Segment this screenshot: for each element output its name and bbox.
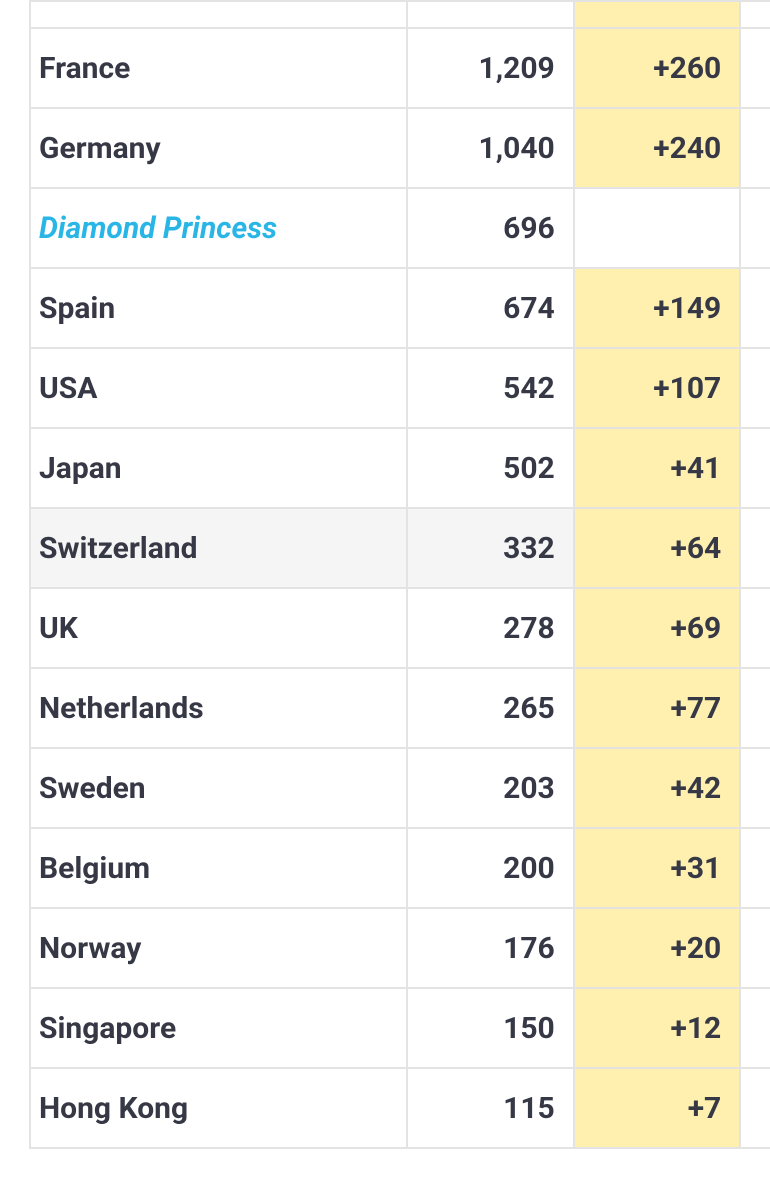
table-row: Netherlands 265 +77 <box>28 667 770 749</box>
extra-cell <box>739 907 770 989</box>
total-cases: 332 <box>406 507 575 589</box>
extra-cell <box>739 587 770 669</box>
extra-cell <box>739 0 770 29</box>
extra-cell <box>739 27 770 109</box>
extra-cell <box>739 267 770 349</box>
country-name: Germany <box>28 107 409 189</box>
total-cases: 542 <box>406 347 575 429</box>
country-name: Belgium <box>28 827 409 909</box>
total-cases: 1,209 <box>406 27 575 109</box>
country-name: USA <box>28 347 409 429</box>
table-row: Norway 176 +20 <box>28 907 770 989</box>
total-cases: 203 <box>406 747 575 829</box>
new-cases: +77 <box>572 667 742 749</box>
extra-cell <box>739 347 770 429</box>
new-cases: +260 <box>572 27 742 109</box>
total-cases: 696 <box>406 187 575 269</box>
new-cases-cell <box>572 0 742 29</box>
total-cases: 115 <box>406 1067 575 1149</box>
total-cases-cell <box>406 0 575 29</box>
table-row: Diamond Princess 696 <box>28 187 770 269</box>
new-cases: +107 <box>572 347 742 429</box>
new-cases <box>572 187 742 269</box>
table-row: France 1,209 +260 <box>28 27 770 109</box>
cases-table: France 1,209 +260 Germany 1,040 +240 Dia… <box>28 0 770 1149</box>
country-name: UK <box>28 587 409 669</box>
total-cases: 1,040 <box>406 107 575 189</box>
table-row-partial <box>28 0 770 29</box>
new-cases: +20 <box>572 907 742 989</box>
table-row: Germany 1,040 +240 <box>28 107 770 189</box>
total-cases: 150 <box>406 987 575 1069</box>
cases-table-container: France 1,209 +260 Germany 1,040 +240 Dia… <box>28 0 770 1149</box>
country-link-diamond-princess[interactable]: Diamond Princess <box>39 210 278 246</box>
country-name: Netherlands <box>28 667 409 749</box>
extra-cell <box>739 1067 770 1149</box>
country-name: Hong Kong <box>28 1067 409 1149</box>
extra-cell <box>739 747 770 829</box>
extra-cell <box>739 667 770 749</box>
table-row: USA 542 +107 <box>28 347 770 429</box>
table-row: Belgium 200 +31 <box>28 827 770 909</box>
new-cases: +7 <box>572 1067 742 1149</box>
extra-cell <box>739 507 770 589</box>
country-name: Japan <box>28 427 409 509</box>
total-cases: 200 <box>406 827 575 909</box>
new-cases: +149 <box>572 267 742 349</box>
table-row: Singapore 150 +12 <box>28 987 770 1069</box>
table-row: Sweden 203 +42 <box>28 747 770 829</box>
country-name: Norway <box>28 907 409 989</box>
country-name: Switzerland <box>28 507 409 589</box>
extra-cell <box>739 987 770 1069</box>
country-cell <box>28 0 409 29</box>
table-row: Japan 502 +41 <box>28 427 770 509</box>
total-cases: 502 <box>406 427 575 509</box>
table-row: Hong Kong 115 +7 <box>28 1067 770 1149</box>
table-row-highlighted: Switzerland 332 +64 <box>28 507 770 589</box>
total-cases: 176 <box>406 907 575 989</box>
total-cases: 265 <box>406 667 575 749</box>
table-row: UK 278 +69 <box>28 587 770 669</box>
new-cases: +12 <box>572 987 742 1069</box>
extra-cell <box>739 187 770 269</box>
new-cases: +41 <box>572 427 742 509</box>
new-cases: +69 <box>572 587 742 669</box>
country-cell: Diamond Princess <box>28 187 409 269</box>
table-row: Spain 674 +149 <box>28 267 770 349</box>
new-cases: +64 <box>572 507 742 589</box>
new-cases: +42 <box>572 747 742 829</box>
country-name: Spain <box>28 267 409 349</box>
country-name: Sweden <box>28 747 409 829</box>
extra-cell <box>739 827 770 909</box>
new-cases: +31 <box>572 827 742 909</box>
total-cases: 674 <box>406 267 575 349</box>
extra-cell <box>739 107 770 189</box>
extra-cell <box>739 427 770 509</box>
country-name: Singapore <box>28 987 409 1069</box>
country-name: France <box>28 27 409 109</box>
total-cases: 278 <box>406 587 575 669</box>
new-cases: +240 <box>572 107 742 189</box>
